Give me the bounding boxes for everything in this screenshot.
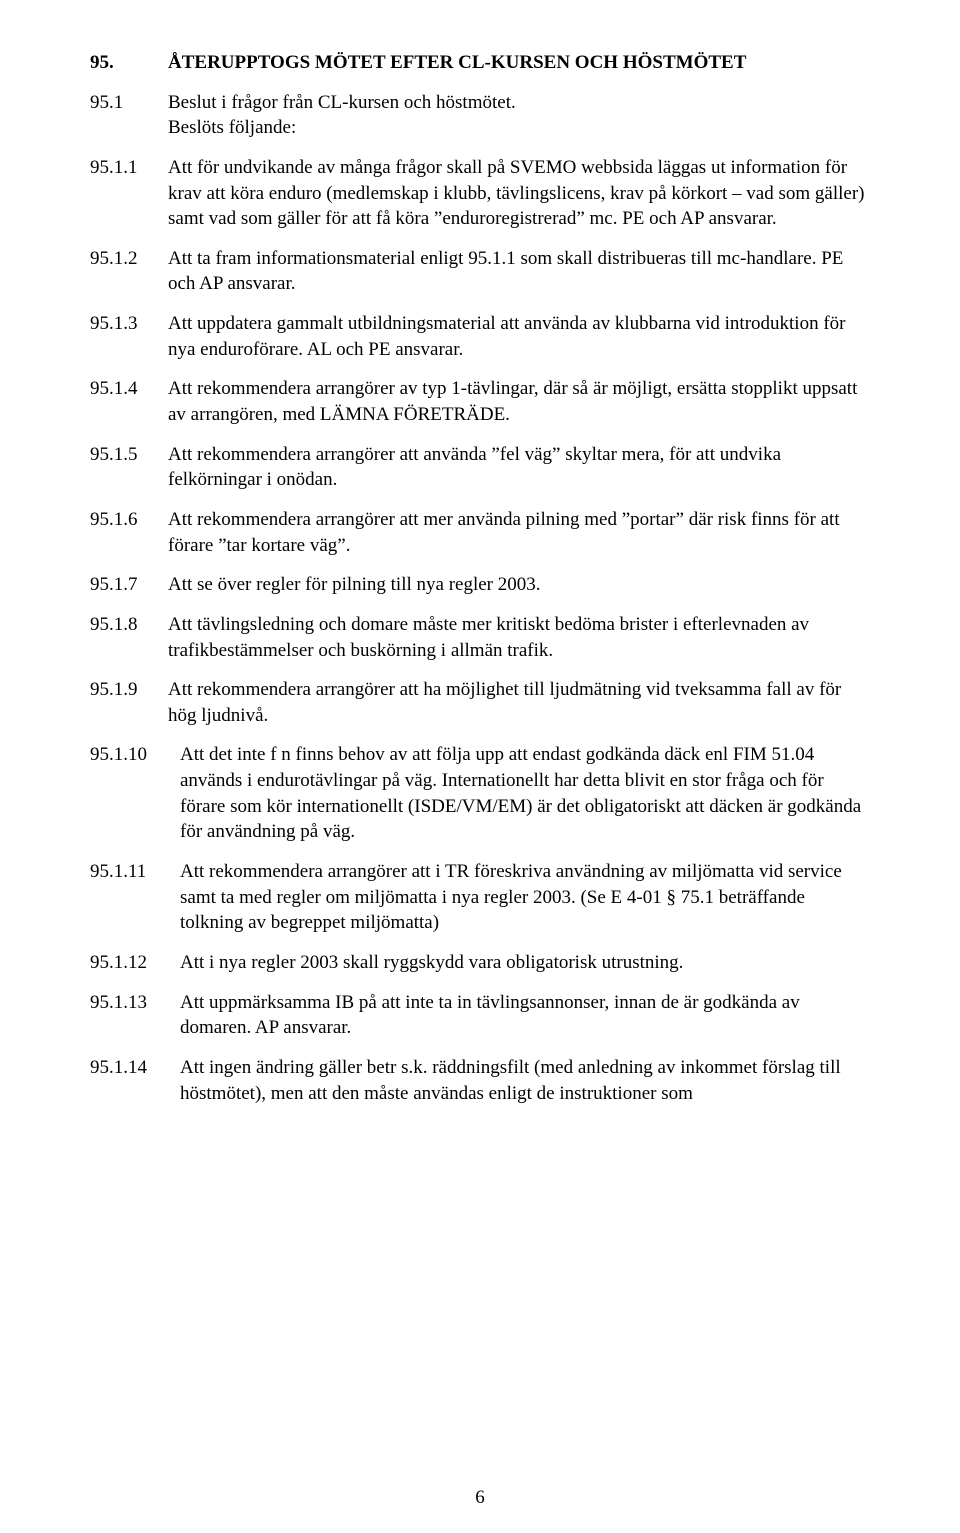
item-row: 95.1.10 Att det inte f n finns behov av … [90,742,870,845]
item-number: 95.1.14 [90,1055,180,1081]
item-text: Att ta fram informationsmaterial enligt … [168,246,870,297]
item-text: Att rekommendera arrangörer av typ 1-täv… [168,376,870,427]
item-text: Att i nya regler 2003 skall ryggskydd va… [180,950,870,976]
item-number: 95.1.3 [90,311,168,337]
item-number: 95.1.7 [90,572,168,598]
item-text: Att se över regler för pilning till nya … [168,572,870,598]
section-number: 95. [90,50,168,76]
item-row: 95.1.9 Att rekommendera arrangörer att h… [90,677,870,728]
item-row: 95.1.13 Att uppmärksamma IB på att inte … [90,990,870,1041]
item-text: Att för undvikande av många frågor skall… [168,155,870,232]
item-row: 95.1.14 Att ingen ändring gäller betr s.… [90,1055,870,1106]
intro-row: 95.1 Beslut i frågor från CL-kursen och … [90,90,870,141]
intro-number: 95.1 [90,90,168,116]
item-text: Att det inte f n finns behov av att följ… [180,742,870,845]
intro-line2: Beslöts följande: [168,115,870,141]
item-number: 95.1.11 [90,859,180,885]
item-number: 95.1.8 [90,612,168,638]
item-number: 95.1.2 [90,246,168,272]
section-title: ÅTERUPPTOGS MÖTET EFTER CL-KURSEN OCH HÖ… [168,50,870,76]
intro-body: Beslut i frågor från CL-kursen och höstm… [168,90,870,141]
item-number: 95.1.13 [90,990,180,1016]
item-row: 95.1.7 Att se över regler för pilning ti… [90,572,870,598]
item-text: Att rekommendera arrangörer att ha möjli… [168,677,870,728]
item-number: 95.1.1 [90,155,168,181]
page: 95. ÅTERUPPTOGS MÖTET EFTER CL-KURSEN OC… [0,0,960,1533]
item-row: 95.1.12 Att i nya regler 2003 skall rygg… [90,950,870,976]
item-number: 95.1.12 [90,950,180,976]
item-text: Att rekommendera arrangörer att använda … [168,442,870,493]
item-row: 95.1.5 Att rekommendera arrangörer att a… [90,442,870,493]
item-row: 95.1.1 Att för undvikande av många frågo… [90,155,870,232]
item-number: 95.1.5 [90,442,168,468]
item-text: Att uppmärksamma IB på att inte ta in tä… [180,990,870,1041]
item-text: Att rekommendera arrangörer att mer anvä… [168,507,870,558]
item-row: 95.1.11 Att rekommendera arrangörer att … [90,859,870,936]
item-text: Att rekommendera arrangörer att i TR för… [180,859,870,936]
item-text: Att uppdatera gammalt utbildningsmateria… [168,311,870,362]
item-row: 95.1.3 Att uppdatera gammalt utbildnings… [90,311,870,362]
item-row: 95.1.8 Att tävlingsledning och domare må… [90,612,870,663]
item-row: 95.1.2 Att ta fram informationsmaterial … [90,246,870,297]
item-number: 95.1.9 [90,677,168,703]
section-heading-row: 95. ÅTERUPPTOGS MÖTET EFTER CL-KURSEN OC… [90,50,870,76]
item-text: Att ingen ändring gäller betr s.k. räddn… [180,1055,870,1106]
item-row: 95.1.4 Att rekommendera arrangörer av ty… [90,376,870,427]
item-number: 95.1.4 [90,376,168,402]
page-number: 6 [0,1487,960,1509]
intro-line1: Beslut i frågor från CL-kursen och höstm… [168,90,870,116]
item-number: 95.1.6 [90,507,168,533]
item-row: 95.1.6 Att rekommendera arrangörer att m… [90,507,870,558]
item-number: 95.1.10 [90,742,180,768]
item-text: Att tävlingsledning och domare måste mer… [168,612,870,663]
